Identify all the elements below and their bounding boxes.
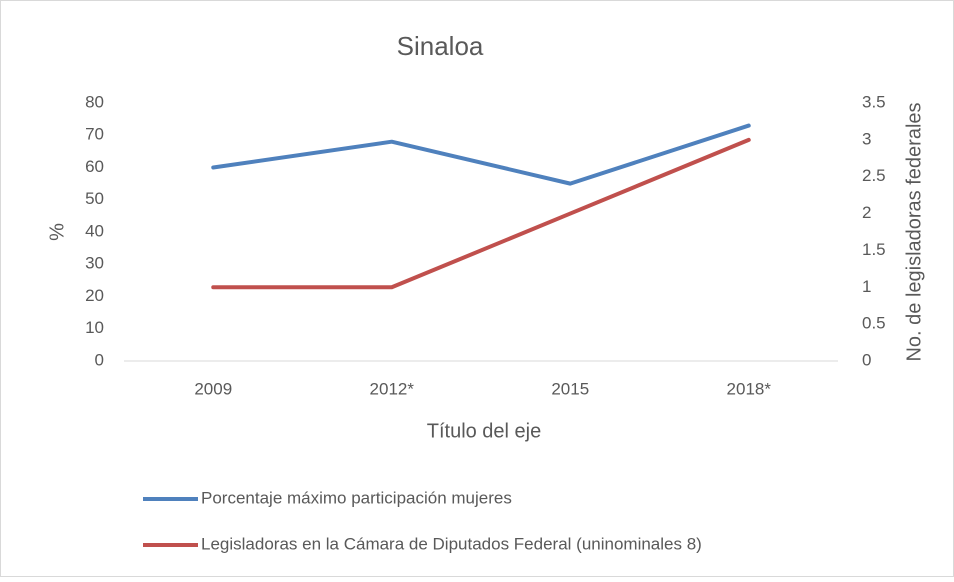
y2-tick-label: 1 xyxy=(862,277,871,296)
y-tick-label: 50 xyxy=(85,189,104,208)
y-axis-title: % xyxy=(46,223,68,241)
x-tick-label: 2009 xyxy=(194,379,232,398)
y2-tick-label: 1.5 xyxy=(862,240,886,259)
y2-axis-title: No. de legisladoras federales xyxy=(903,102,925,361)
y2-tick-label: 3 xyxy=(862,129,871,148)
y-tick-label: 80 xyxy=(85,92,104,111)
y-tick-label: 60 xyxy=(85,157,104,176)
y2-tick-label: 2 xyxy=(862,203,871,222)
y-tick-label: 30 xyxy=(85,254,104,273)
y-tick-label: 0 xyxy=(95,350,104,369)
legend-label: Porcentaje máximo participación mujeres xyxy=(201,488,512,507)
y2-tick-label: 3.5 xyxy=(862,92,886,111)
y-tick-label: 70 xyxy=(85,125,104,144)
x-tick-label: 2015 xyxy=(551,379,589,398)
series-line xyxy=(211,137,751,290)
x-tick-label: 2018* xyxy=(727,379,772,398)
y-tick-label: 10 xyxy=(85,318,104,337)
x-tick-label: 2012* xyxy=(370,379,415,398)
chart-title: Sinaloa xyxy=(397,31,484,61)
y2-tick-label: 2.5 xyxy=(862,166,886,185)
y-tick-label: 20 xyxy=(85,286,104,305)
y2-tick-label: 0.5 xyxy=(862,314,886,333)
series-line xyxy=(211,123,751,186)
y-tick-label: 40 xyxy=(85,221,104,240)
y2-tick-label: 0 xyxy=(862,350,871,369)
legend-label: Legisladoras en la Cámara de Diputados F… xyxy=(201,534,702,553)
x-axis-title: Título del eje xyxy=(427,420,542,442)
